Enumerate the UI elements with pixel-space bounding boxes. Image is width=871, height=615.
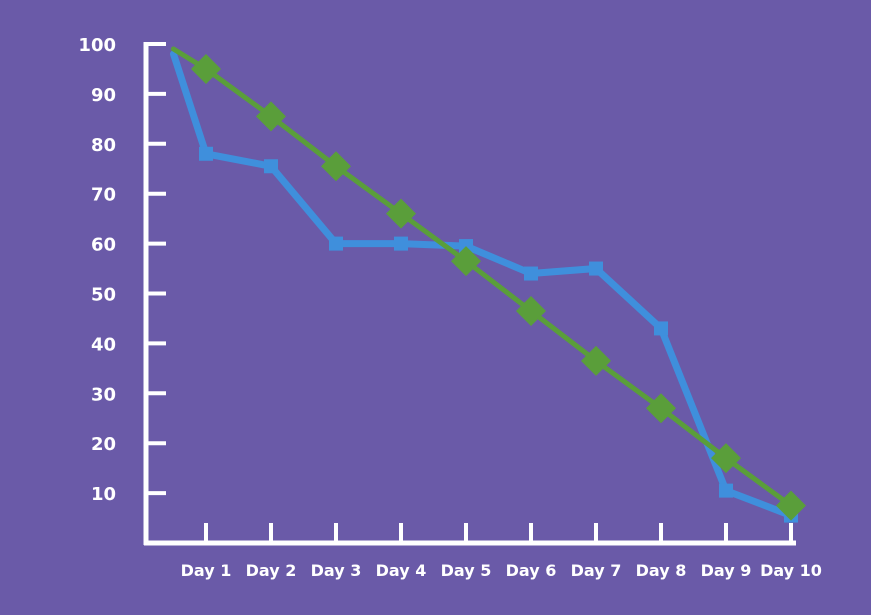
y-tick-label: 20 — [91, 434, 116, 455]
x-tick-label: Day 7 — [571, 561, 622, 580]
data-point-diamond — [516, 295, 546, 326]
y-tick-label: 80 — [91, 135, 116, 156]
data-point-diamond — [581, 345, 611, 376]
data-point-square — [329, 236, 343, 251]
x-tick-label: Day 8 — [636, 561, 687, 580]
series-2 — [171, 46, 806, 521]
y-tick-label: 10 — [91, 484, 116, 505]
y-tick-label: 100 — [78, 35, 116, 56]
y-tick-label: 50 — [91, 285, 116, 306]
data-point-square — [199, 146, 213, 161]
data-point-diamond — [191, 53, 221, 84]
data-point-diamond — [256, 101, 286, 132]
data-point-square — [264, 159, 278, 174]
data-point-square — [654, 321, 668, 336]
y-tick-label: 30 — [91, 384, 116, 405]
data-point-square — [719, 483, 733, 498]
y-tick-label: 90 — [91, 85, 116, 106]
x-tick-label: Day 9 — [701, 561, 752, 580]
x-tick-label: Day 5 — [441, 561, 492, 580]
y-tick-label: 40 — [91, 334, 116, 355]
series-layer — [170, 46, 806, 523]
tick-labels: 10 20 30 40 50 60 70 80 90 100 Day 1 Day 2 Day 3 Day … — [78, 35, 822, 580]
data-point-diamond — [711, 443, 741, 474]
x-tick-label: Day 3 — [311, 561, 362, 580]
x-tick-label: Day 2 — [246, 561, 297, 580]
data-point-square — [524, 266, 538, 281]
data-point-diamond — [451, 246, 481, 277]
x-tick-label: Day 10 — [760, 561, 822, 580]
x-tick-label: Day 4 — [376, 561, 427, 580]
y-tick-label: 60 — [91, 235, 116, 256]
data-point-diamond — [386, 198, 416, 229]
data-point-diamond — [776, 490, 806, 521]
y-tick-label: 70 — [91, 185, 116, 206]
x-tick-label: Day 6 — [506, 561, 557, 580]
data-point-diamond — [646, 393, 676, 424]
data-point-square — [394, 236, 408, 251]
data-point-diamond — [321, 151, 351, 182]
data-point-square — [589, 261, 603, 276]
x-tick-label: Day 1 — [181, 561, 232, 580]
axes — [143, 42, 796, 546]
